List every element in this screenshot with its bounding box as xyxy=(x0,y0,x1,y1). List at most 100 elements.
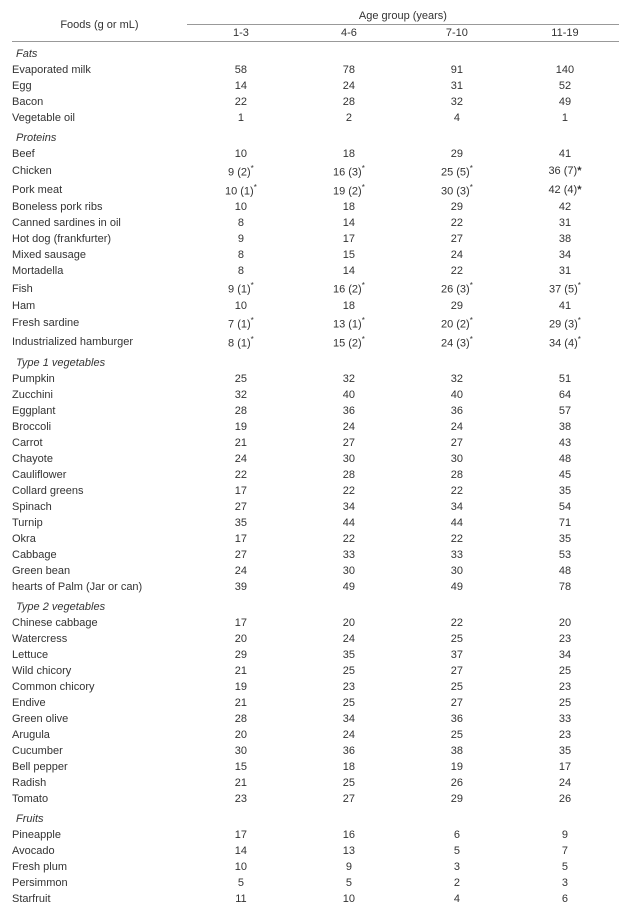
food-value: 8 xyxy=(187,247,295,263)
food-value: 29 (3)* xyxy=(511,314,619,333)
table-row: Ham10182941 xyxy=(12,298,619,314)
food-value: 36 xyxy=(295,403,403,419)
table-row: Egg14243152 xyxy=(12,78,619,94)
food-value: 24 xyxy=(403,419,511,435)
food-value: 8 xyxy=(187,215,295,231)
food-value: 18 xyxy=(295,298,403,314)
table-row: Arugula20242523 xyxy=(12,727,619,743)
food-value: 23 xyxy=(187,791,295,807)
asterisk-icon: * xyxy=(251,281,254,290)
table-row: Common chicory19232523 xyxy=(12,679,619,695)
food-value: 10 (1)* xyxy=(187,181,295,200)
asterisk-icon: * xyxy=(362,316,365,325)
food-value: 35 xyxy=(511,531,619,547)
food-value: 36 xyxy=(403,711,511,727)
food-value: 5 xyxy=(511,859,619,875)
food-value: 48 xyxy=(511,451,619,467)
food-portions-table: Foods (g or mL) Age group (years) 1-34-6… xyxy=(12,8,619,907)
section-title: Fats xyxy=(12,42,619,63)
food-name: Vegetable oil xyxy=(12,110,187,126)
food-value: 44 xyxy=(295,515,403,531)
food-name: Beef xyxy=(12,146,187,162)
food-value: 36 xyxy=(295,743,403,759)
food-value: 35 xyxy=(187,515,295,531)
food-value: 25 xyxy=(403,727,511,743)
table-row: Tomato23272926 xyxy=(12,791,619,807)
age-col-header: 7-10 xyxy=(403,25,511,42)
food-value: 30 xyxy=(295,563,403,579)
table-row: Mixed sausage8152434 xyxy=(12,247,619,263)
food-name: Pumpkin xyxy=(12,371,187,387)
food-value: 14 xyxy=(187,78,295,94)
food-value: 78 xyxy=(511,579,619,595)
food-value: 17 xyxy=(511,759,619,775)
food-value: 8 xyxy=(187,263,295,279)
food-value: 17 xyxy=(187,827,295,843)
table-row: Radish21252624 xyxy=(12,775,619,791)
food-value: 10 xyxy=(295,891,403,907)
food-value: 27 xyxy=(295,791,403,807)
food-value: 15 (2)* xyxy=(295,333,403,352)
table-row: Mortadella8142231 xyxy=(12,263,619,279)
table-row: Fish9 (1)*16 (2)*26 (3)*37 (5)* xyxy=(12,279,619,298)
food-value: 30 xyxy=(295,451,403,467)
food-name: Starfruit xyxy=(12,891,187,907)
food-name: hearts of Palm (Jar or can) xyxy=(12,579,187,595)
food-value: 2 xyxy=(403,875,511,891)
asterisk-icon: * xyxy=(578,281,581,290)
food-name: Green olive xyxy=(12,711,187,727)
food-value: 23 xyxy=(295,679,403,695)
food-name: Mortadella xyxy=(12,263,187,279)
table-row: Bell pepper15181917 xyxy=(12,759,619,775)
table-row: Spinach27343454 xyxy=(12,499,619,515)
food-value: 29 xyxy=(403,791,511,807)
table-row: Cucumber30363835 xyxy=(12,743,619,759)
food-value: 35 xyxy=(295,647,403,663)
food-value: 31 xyxy=(511,215,619,231)
food-value: 11 xyxy=(187,891,295,907)
food-value: 9 xyxy=(295,859,403,875)
asterisk-icon: * xyxy=(251,335,254,344)
food-value: 40 xyxy=(403,387,511,403)
food-value: 14 xyxy=(295,263,403,279)
food-value: 27 xyxy=(187,547,295,563)
food-value: 29 xyxy=(403,199,511,215)
food-value: 23 xyxy=(511,679,619,695)
food-value: 20 (2)* xyxy=(403,314,511,333)
food-value: 38 xyxy=(511,419,619,435)
food-value: 32 xyxy=(295,371,403,387)
food-name: Endive xyxy=(12,695,187,711)
food-name: Hot dog (frankfurter) xyxy=(12,231,187,247)
food-value: 37 xyxy=(403,647,511,663)
food-value: 25 xyxy=(187,371,295,387)
food-value: 71 xyxy=(511,515,619,531)
food-value: 19 xyxy=(187,419,295,435)
food-value: 24 xyxy=(295,631,403,647)
food-value: 17 xyxy=(295,231,403,247)
food-value: 7 xyxy=(511,843,619,859)
food-value: 18 xyxy=(295,759,403,775)
food-value: 28 xyxy=(187,711,295,727)
food-value: 23 xyxy=(511,727,619,743)
table-row: Industrialized hamburger8 (1)*15 (2)*24 … xyxy=(12,333,619,352)
food-value: 25 (5)* xyxy=(403,162,511,181)
food-value: 22 xyxy=(295,483,403,499)
food-value: 2 xyxy=(295,110,403,126)
food-name: Spinach xyxy=(12,499,187,515)
food-value: 17 xyxy=(187,531,295,547)
food-value: 25 xyxy=(511,695,619,711)
food-value: 5 xyxy=(295,875,403,891)
table-row: Collard greens17222235 xyxy=(12,483,619,499)
asterisk-icon: * xyxy=(578,316,581,325)
food-value: 52 xyxy=(511,78,619,94)
food-value: 33 xyxy=(403,547,511,563)
food-name: Radish xyxy=(12,775,187,791)
food-value: 1 xyxy=(187,110,295,126)
food-value: 30 xyxy=(403,563,511,579)
table-row: Eggplant28363657 xyxy=(12,403,619,419)
food-value: 64 xyxy=(511,387,619,403)
food-value: 10 xyxy=(187,199,295,215)
food-name: Chicken xyxy=(12,162,187,181)
food-value: 33 xyxy=(511,711,619,727)
food-name: Cauliflower xyxy=(12,467,187,483)
